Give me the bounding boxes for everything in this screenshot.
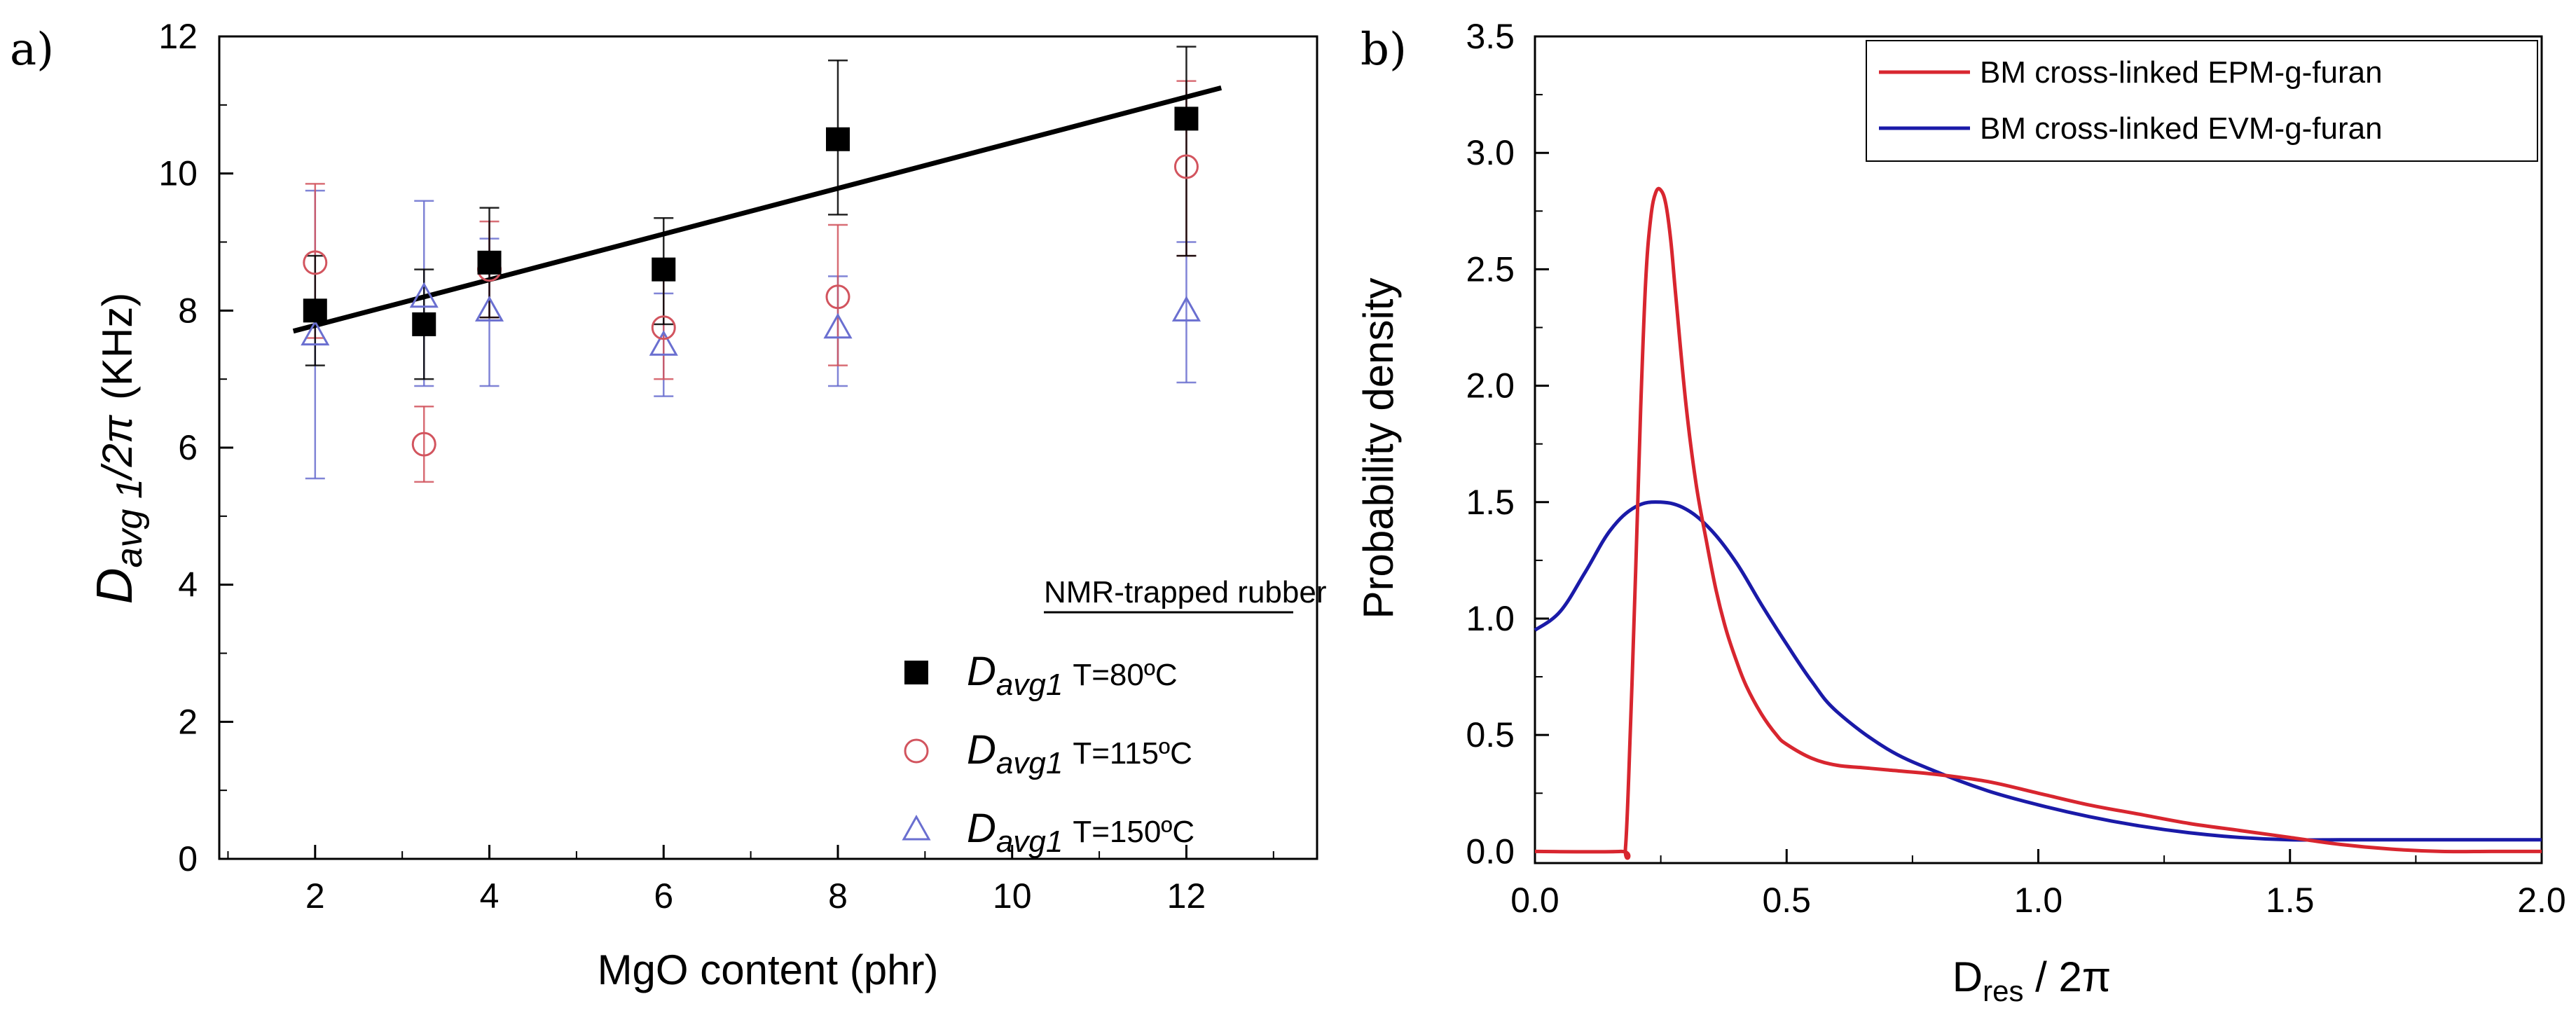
linear-fit-line <box>292 85 1222 334</box>
data-point-triangle <box>649 330 678 356</box>
error-bars-a <box>305 46 1197 483</box>
y-tick-label-a: 10 <box>158 154 198 193</box>
plot-frame-a <box>218 35 1318 860</box>
x-axis-label-b: Dres / 2π <box>1952 953 2111 1007</box>
x-tick-label-a: 6 <box>654 876 673 916</box>
y-tick-label-b: 0.0 <box>1466 832 1515 871</box>
y-tick-label-b: 2.5 <box>1466 249 1515 289</box>
markers-a <box>301 106 1201 457</box>
x-tick-label-a: 8 <box>828 876 848 916</box>
panel-b-label: b) <box>1361 24 1407 76</box>
y-tick-label-a: 6 <box>178 428 198 467</box>
data-point-square <box>477 250 502 275</box>
legend-a: NMR-trapped rubber Davg1 T=80ºC Davg1 T=115… <box>902 575 1327 859</box>
curves-b <box>1534 186 2542 860</box>
legend-label-a: Davg1 T=150ºC <box>967 806 1194 859</box>
legend-label-a: Davg1 T=115ºC <box>967 727 1192 780</box>
data-point-square <box>1174 106 1199 131</box>
data-point-square <box>412 312 436 336</box>
x-tick-label-a: 4 <box>480 876 500 916</box>
y-tick-label-b: 0.5 <box>1466 715 1515 754</box>
y-tick-label-a: 2 <box>178 702 198 741</box>
x-tick-label-b: 0.0 <box>1510 881 1559 920</box>
y-tick-label-b: 1.0 <box>1466 599 1515 638</box>
error-bar <box>827 223 848 366</box>
data-point-circle <box>303 250 328 275</box>
data-point-square <box>825 127 850 151</box>
data-point-circle <box>651 315 676 340</box>
x-tick-label-b: 1.5 <box>2266 881 2315 920</box>
data-point-triangle <box>1171 296 1201 322</box>
y-axis-label-a: Davg 1/2π(KHz) <box>87 293 150 605</box>
error-bar <box>1176 46 1197 257</box>
legend-title-a: NMR-trapped rubber <box>1044 575 1327 609</box>
legend-marker-triangle <box>902 814 931 841</box>
axis-ticks-b: 0.0 0.5 1.0 1.5 2.0 0.0 0.5 1.0 1.5 2.0 2.5 3.0 3.5 <box>1466 17 2565 920</box>
x-tick-label-a: 2 <box>305 876 325 916</box>
y-tick-label-b: 3.0 <box>1466 133 1515 172</box>
y-tick-label-a: 12 <box>158 17 198 56</box>
legend-label-b: BM cross-linked EPM-g-furan <box>1980 55 2383 90</box>
data-point-circle <box>1173 154 1199 179</box>
data-point-circle <box>825 284 850 310</box>
panel-b: b) 0.0 0.5 1.0 1.5 2.0 0.0 0.5 1.0 1.5 2.0 2.5 3.0 3… <box>1355 17 2566 1007</box>
x-tick-label-b: 1.0 <box>2014 881 2063 920</box>
data-point-square <box>652 257 676 282</box>
x-axis-label-a: MgO content (phr) <box>598 946 939 993</box>
legend-b: BM cross-linked EPM-g-furan BM cross-link… <box>1866 40 2538 162</box>
legend-label-a: Davg1 T=80ºC <box>967 649 1178 702</box>
y-tick-label-a: 8 <box>178 291 198 330</box>
x-tick-label-b: 2.0 <box>2517 881 2566 920</box>
y-tick-label-b: 3.5 <box>1466 17 1515 56</box>
data-point-triangle <box>301 319 330 346</box>
x-tick-label-a: 12 <box>1167 876 1206 916</box>
data-point-square <box>303 298 327 323</box>
panel-a: a) 2 4 6 8 10 12 0 2 4 6 8 10 12 MgO content (phr) D… <box>10 17 1327 993</box>
fit-line-a <box>292 85 1222 334</box>
data-point-triangle <box>409 282 439 308</box>
x-tick-label-b: 0.5 <box>1762 881 1811 920</box>
legend-marker-circle <box>904 738 929 764</box>
error-bar <box>414 406 434 483</box>
y-axis-label-b: Probability density <box>1355 278 1402 619</box>
data-point-triangle <box>474 296 504 322</box>
legend-marker-square <box>904 661 928 684</box>
y-tick-label-b: 1.5 <box>1466 483 1515 522</box>
series-line-epm <box>1534 186 2542 860</box>
legend-label-b: BM cross-linked EVM-g-furan <box>1980 111 2383 146</box>
series-line-evm <box>1534 500 2542 842</box>
y-tick-label-b: 2.0 <box>1466 366 1515 406</box>
axis-ticks-a: 2 4 6 8 10 12 0 2 4 6 8 10 12 <box>158 17 1274 916</box>
y-tick-label-a: 0 <box>178 839 198 878</box>
panel-a-label: a) <box>10 24 54 76</box>
data-point-triangle <box>823 312 853 339</box>
data-point-circle <box>411 432 436 457</box>
y-tick-label-a: 4 <box>178 565 198 605</box>
x-tick-label-a: 10 <box>993 876 1032 916</box>
